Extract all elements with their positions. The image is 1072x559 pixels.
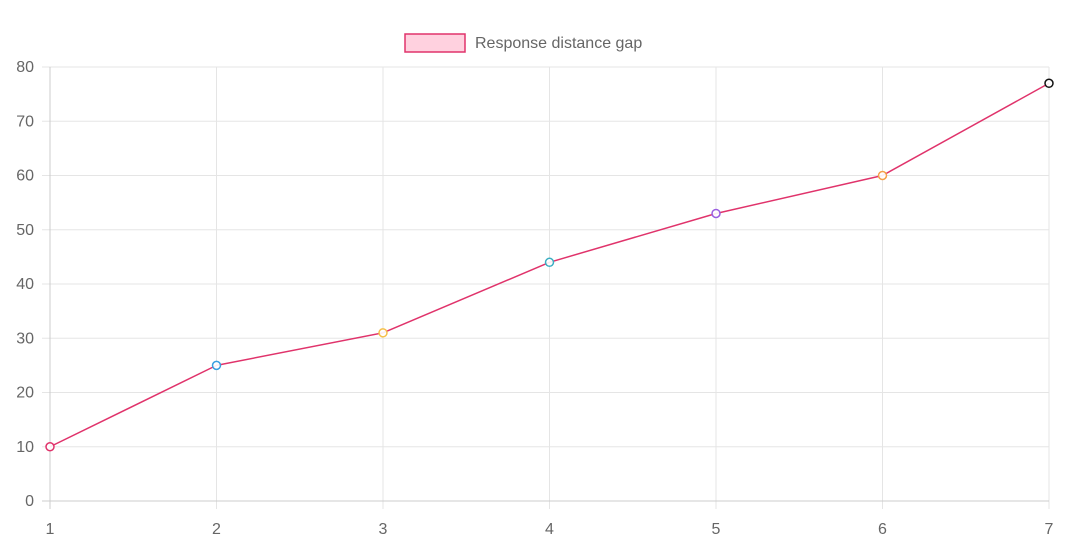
y-tick-label: 70 (16, 113, 34, 130)
legend-swatch[interactable] (404, 33, 466, 53)
y-tick-label: 20 (16, 385, 34, 402)
data-point[interactable] (877, 170, 888, 181)
grid-lines (42, 66, 1050, 509)
legend-label[interactable]: Response distance gap (475, 35, 642, 52)
legend[interactable]: Response distance gap (404, 33, 642, 53)
x-tick-label: 7 (1045, 521, 1054, 538)
x-tick-label: 6 (878, 521, 887, 538)
x-tick-label: 4 (545, 521, 554, 538)
series-points (45, 78, 1054, 452)
y-axis-ticks: 0 10 20 30 40 50 60 70 80 (16, 59, 34, 510)
data-point[interactable] (211, 360, 222, 371)
x-tick-label: 2 (212, 521, 221, 538)
y-tick-label: 30 (16, 330, 34, 347)
y-tick-label: 60 (16, 168, 34, 185)
x-tick-label: 5 (712, 521, 721, 538)
data-point[interactable] (45, 442, 55, 452)
data-point[interactable] (1044, 78, 1054, 89)
y-tick-label: 40 (16, 276, 34, 293)
data-point[interactable] (544, 257, 555, 268)
y-tick-label: 10 (16, 439, 34, 456)
data-point[interactable] (378, 328, 388, 338)
x-tick-label: 1 (46, 521, 55, 538)
x-tick-label: 3 (379, 521, 388, 538)
y-tick-label: 50 (16, 222, 34, 239)
y-tick-label: 0 (25, 493, 34, 510)
x-axis-ticks: 1 2 3 4 5 6 7 (46, 521, 1054, 538)
y-tick-label: 80 (16, 59, 34, 76)
axes (49, 67, 1049, 502)
data-point[interactable] (711, 208, 721, 219)
